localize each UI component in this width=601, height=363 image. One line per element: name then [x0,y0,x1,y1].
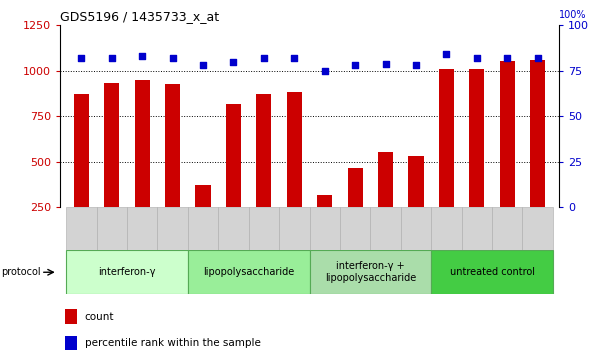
Bar [218,207,249,250]
Text: interferon-γ: interferon-γ [99,267,156,277]
Bar [188,207,218,250]
Bar [65,335,78,350]
Point [259,55,269,61]
Point [502,55,512,61]
Point [76,55,86,61]
Text: percentile rank within the sample: percentile rank within the sample [85,338,261,348]
Point [198,62,208,68]
Bar [256,94,272,207]
Point [411,62,421,68]
Bar [370,207,401,250]
Bar [66,250,188,294]
Text: lipopolysaccharide: lipopolysaccharide [203,267,294,277]
Text: 100%: 100% [559,10,587,20]
Bar [469,69,484,207]
Bar [104,82,120,207]
Bar [340,207,370,250]
Text: interferon-γ +
lipopolysaccharide: interferon-γ + lipopolysaccharide [325,261,416,283]
Bar [74,94,89,207]
Point [168,55,177,61]
Bar [188,250,310,294]
Bar [65,309,78,324]
Point [290,55,299,61]
Bar [310,207,340,250]
Bar [135,80,150,207]
Bar [287,92,302,207]
Bar [462,207,492,250]
Bar [522,207,553,250]
Point [107,55,117,61]
Bar [439,69,454,207]
Bar [279,207,310,250]
Bar [317,195,332,207]
Point [350,62,360,68]
Bar [347,168,363,207]
Text: GDS5196 / 1435733_x_at: GDS5196 / 1435733_x_at [60,10,219,23]
Bar [249,207,279,250]
Bar [66,207,97,250]
Bar [530,60,545,207]
Bar [310,250,431,294]
Point [228,59,238,65]
Text: protocol: protocol [1,267,41,277]
Bar [431,207,462,250]
Bar [492,207,522,250]
Bar [408,156,424,207]
Bar [226,105,241,207]
Point [138,53,147,59]
Text: untreated control: untreated control [450,267,534,277]
Bar [165,85,180,207]
Bar [195,185,211,207]
Point [442,52,451,57]
Point [320,68,329,74]
Bar [401,207,431,250]
Text: count: count [85,311,114,322]
Point [533,55,543,61]
Point [472,55,481,61]
Bar [378,152,393,207]
Bar [431,250,553,294]
Bar [499,61,515,207]
Bar [127,207,157,250]
Point [381,61,391,66]
Bar [157,207,188,250]
Bar [97,207,127,250]
